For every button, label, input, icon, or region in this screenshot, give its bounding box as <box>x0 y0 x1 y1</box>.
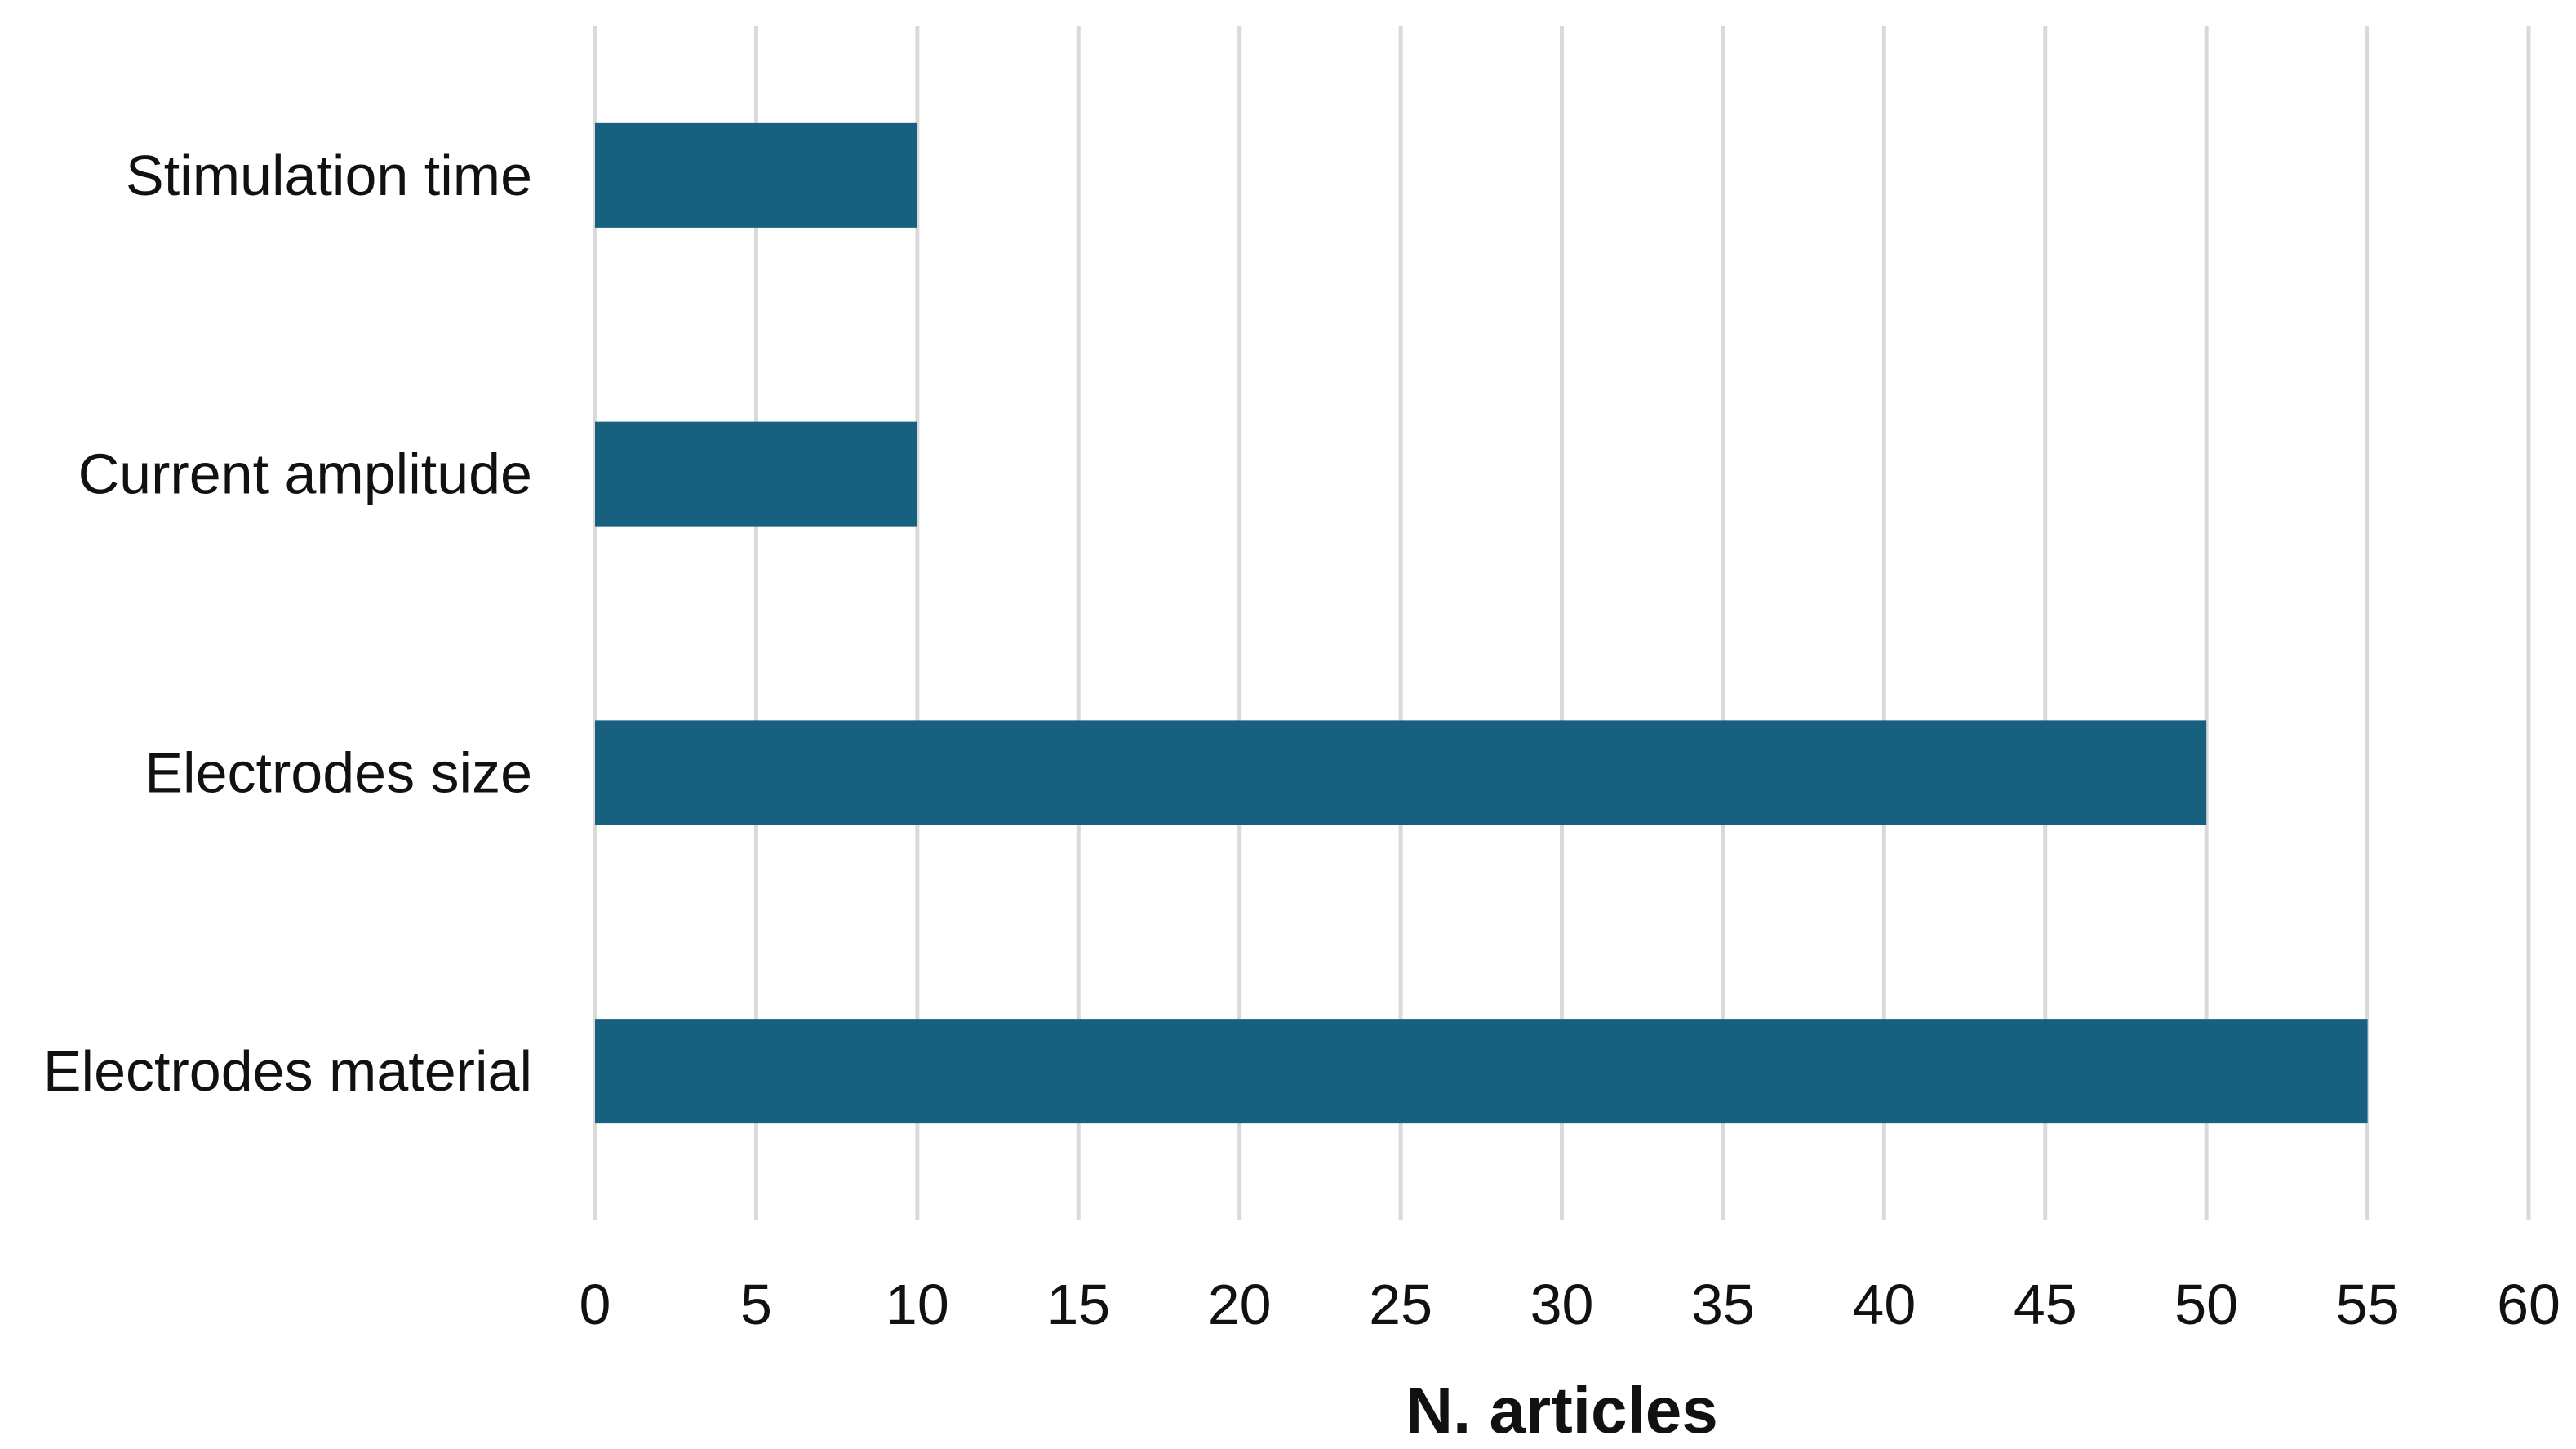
x-tick-label: 20 <box>1208 1273 1272 1336</box>
x-tick-label: 55 <box>2336 1273 2400 1336</box>
x-tick-label: 5 <box>740 1273 772 1336</box>
bar <box>595 122 917 228</box>
bar <box>595 1019 2368 1124</box>
x-tick-label: 60 <box>2497 1273 2560 1336</box>
category-labels: Stimulation time Current amplitude Electro… <box>43 144 532 1103</box>
category-label: Electrodes size <box>144 740 532 804</box>
x-tick-labels: 0 5 10 15 20 25 30 35 40 45 50 55 60 <box>580 1273 2560 1336</box>
bar <box>595 421 917 527</box>
x-tick-label: 50 <box>2174 1273 2238 1336</box>
x-tick-label: 25 <box>1369 1273 1432 1336</box>
x-tick-label: 45 <box>2014 1273 2077 1336</box>
x-tick-label: 15 <box>1046 1273 1110 1336</box>
category-label: Electrodes material <box>43 1039 532 1103</box>
x-tick-label: 30 <box>1530 1273 1594 1336</box>
bars <box>595 122 2368 1124</box>
x-tick-label: 40 <box>1852 1273 1916 1336</box>
x-axis-title: N. articles <box>1406 1374 1717 1447</box>
x-tick-label: 0 <box>580 1273 611 1336</box>
x-tick-label: 35 <box>1691 1273 1755 1336</box>
bar <box>595 720 2207 825</box>
category-label: Stimulation time <box>126 144 532 207</box>
x-tick-label: 10 <box>886 1273 949 1336</box>
category-label: Current amplitude <box>78 442 532 506</box>
